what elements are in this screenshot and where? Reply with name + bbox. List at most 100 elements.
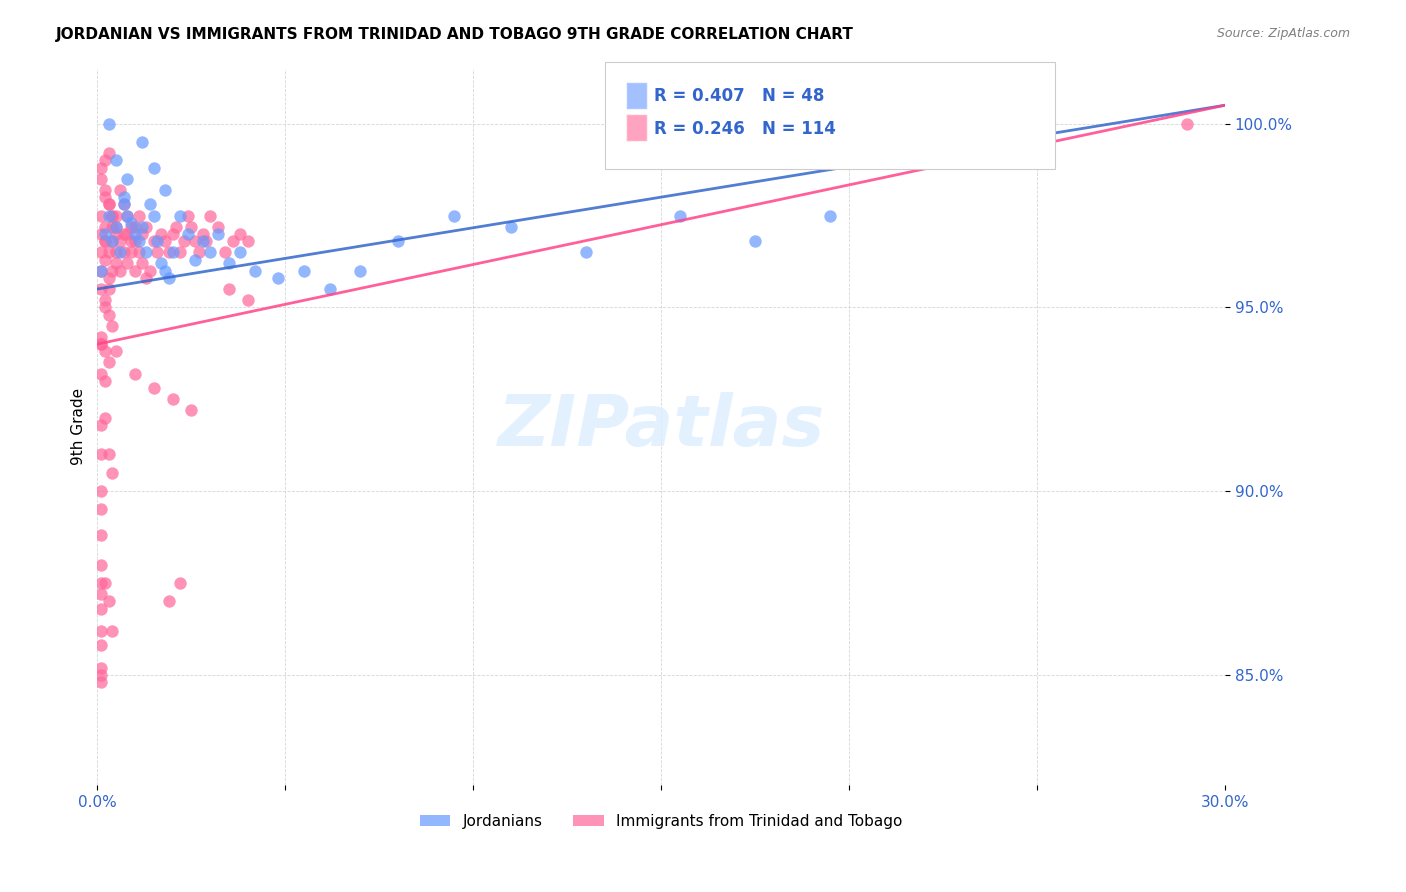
Point (169, 576, 191, 591)
Point (112, 197, 135, 211)
Point (97, 308, 120, 322)
Point (97, 355, 120, 369)
Point (198, 245, 221, 260)
Point (90, 417, 112, 432)
Point (207, 227, 229, 241)
Point (108, 245, 131, 260)
Point (669, 209, 692, 223)
Point (90, 282, 112, 296)
Point (101, 209, 124, 223)
Point (153, 234, 176, 248)
Point (319, 282, 342, 296)
Point (94, 293, 117, 307)
Point (153, 263, 176, 277)
Point (105, 219, 128, 234)
Point (90, 263, 112, 277)
Point (97, 282, 120, 296)
Point (101, 466, 124, 480)
Point (221, 234, 243, 248)
Point (97, 209, 120, 223)
Point (94, 219, 117, 234)
Point (94, 410, 117, 425)
Point (94, 252, 117, 267)
Point (90, 660, 112, 674)
Point (236, 234, 259, 248)
Point (117, 256, 139, 270)
Point (165, 219, 187, 234)
Point (90, 502, 112, 516)
Point (195, 234, 218, 248)
Point (108, 183, 131, 197)
Point (101, 234, 124, 248)
Point (124, 234, 146, 248)
Point (218, 282, 240, 296)
Point (1175, 117, 1198, 131)
Point (105, 219, 128, 234)
Point (146, 245, 169, 260)
Point (112, 245, 135, 260)
Point (124, 227, 146, 241)
Point (187, 245, 209, 260)
Point (97, 117, 120, 131)
Point (142, 209, 165, 223)
Point (176, 209, 198, 223)
Point (101, 234, 124, 248)
Point (218, 256, 240, 270)
Point (128, 209, 150, 223)
Text: ZIPatlas: ZIPatlas (498, 392, 825, 461)
Point (105, 245, 128, 260)
Point (108, 263, 131, 277)
Point (101, 624, 124, 638)
Point (90, 587, 112, 601)
Point (120, 219, 142, 234)
Point (105, 153, 128, 168)
Point (135, 271, 157, 285)
Point (101, 219, 124, 234)
Point (120, 234, 142, 248)
Point (128, 234, 150, 248)
Point (173, 234, 195, 248)
Point (131, 227, 153, 241)
Point (387, 234, 409, 248)
Point (131, 256, 153, 270)
Point (150, 227, 173, 241)
Point (117, 209, 139, 223)
Point (117, 227, 139, 241)
Point (575, 245, 598, 260)
Point (157, 271, 180, 285)
Text: Source: ZipAtlas.com: Source: ZipAtlas.com (1216, 27, 1350, 40)
Point (90, 161, 112, 175)
Point (105, 227, 128, 241)
Point (94, 301, 117, 315)
Point (90, 367, 112, 381)
Point (198, 209, 221, 223)
Point (101, 263, 124, 277)
Point (838, 117, 860, 131)
Point (135, 219, 157, 234)
Point (245, 263, 267, 277)
Point (146, 234, 169, 248)
Point (90, 337, 112, 351)
Point (101, 318, 124, 333)
Point (139, 263, 162, 277)
Point (128, 245, 150, 260)
Point (97, 197, 120, 211)
Point (207, 219, 229, 234)
Point (90, 675, 112, 690)
Text: R = 0.246   N = 114: R = 0.246 N = 114 (654, 120, 835, 138)
Point (90, 528, 112, 542)
Point (94, 153, 117, 168)
Point (236, 293, 259, 307)
Point (157, 245, 180, 260)
Point (105, 256, 128, 270)
Point (97, 197, 120, 211)
Point (97, 271, 120, 285)
Point (131, 135, 153, 149)
Point (105, 344, 128, 359)
Point (97, 146, 120, 161)
Point (105, 209, 128, 223)
Point (90, 601, 112, 615)
Point (124, 367, 146, 381)
Point (180, 403, 202, 417)
Point (90, 484, 112, 499)
